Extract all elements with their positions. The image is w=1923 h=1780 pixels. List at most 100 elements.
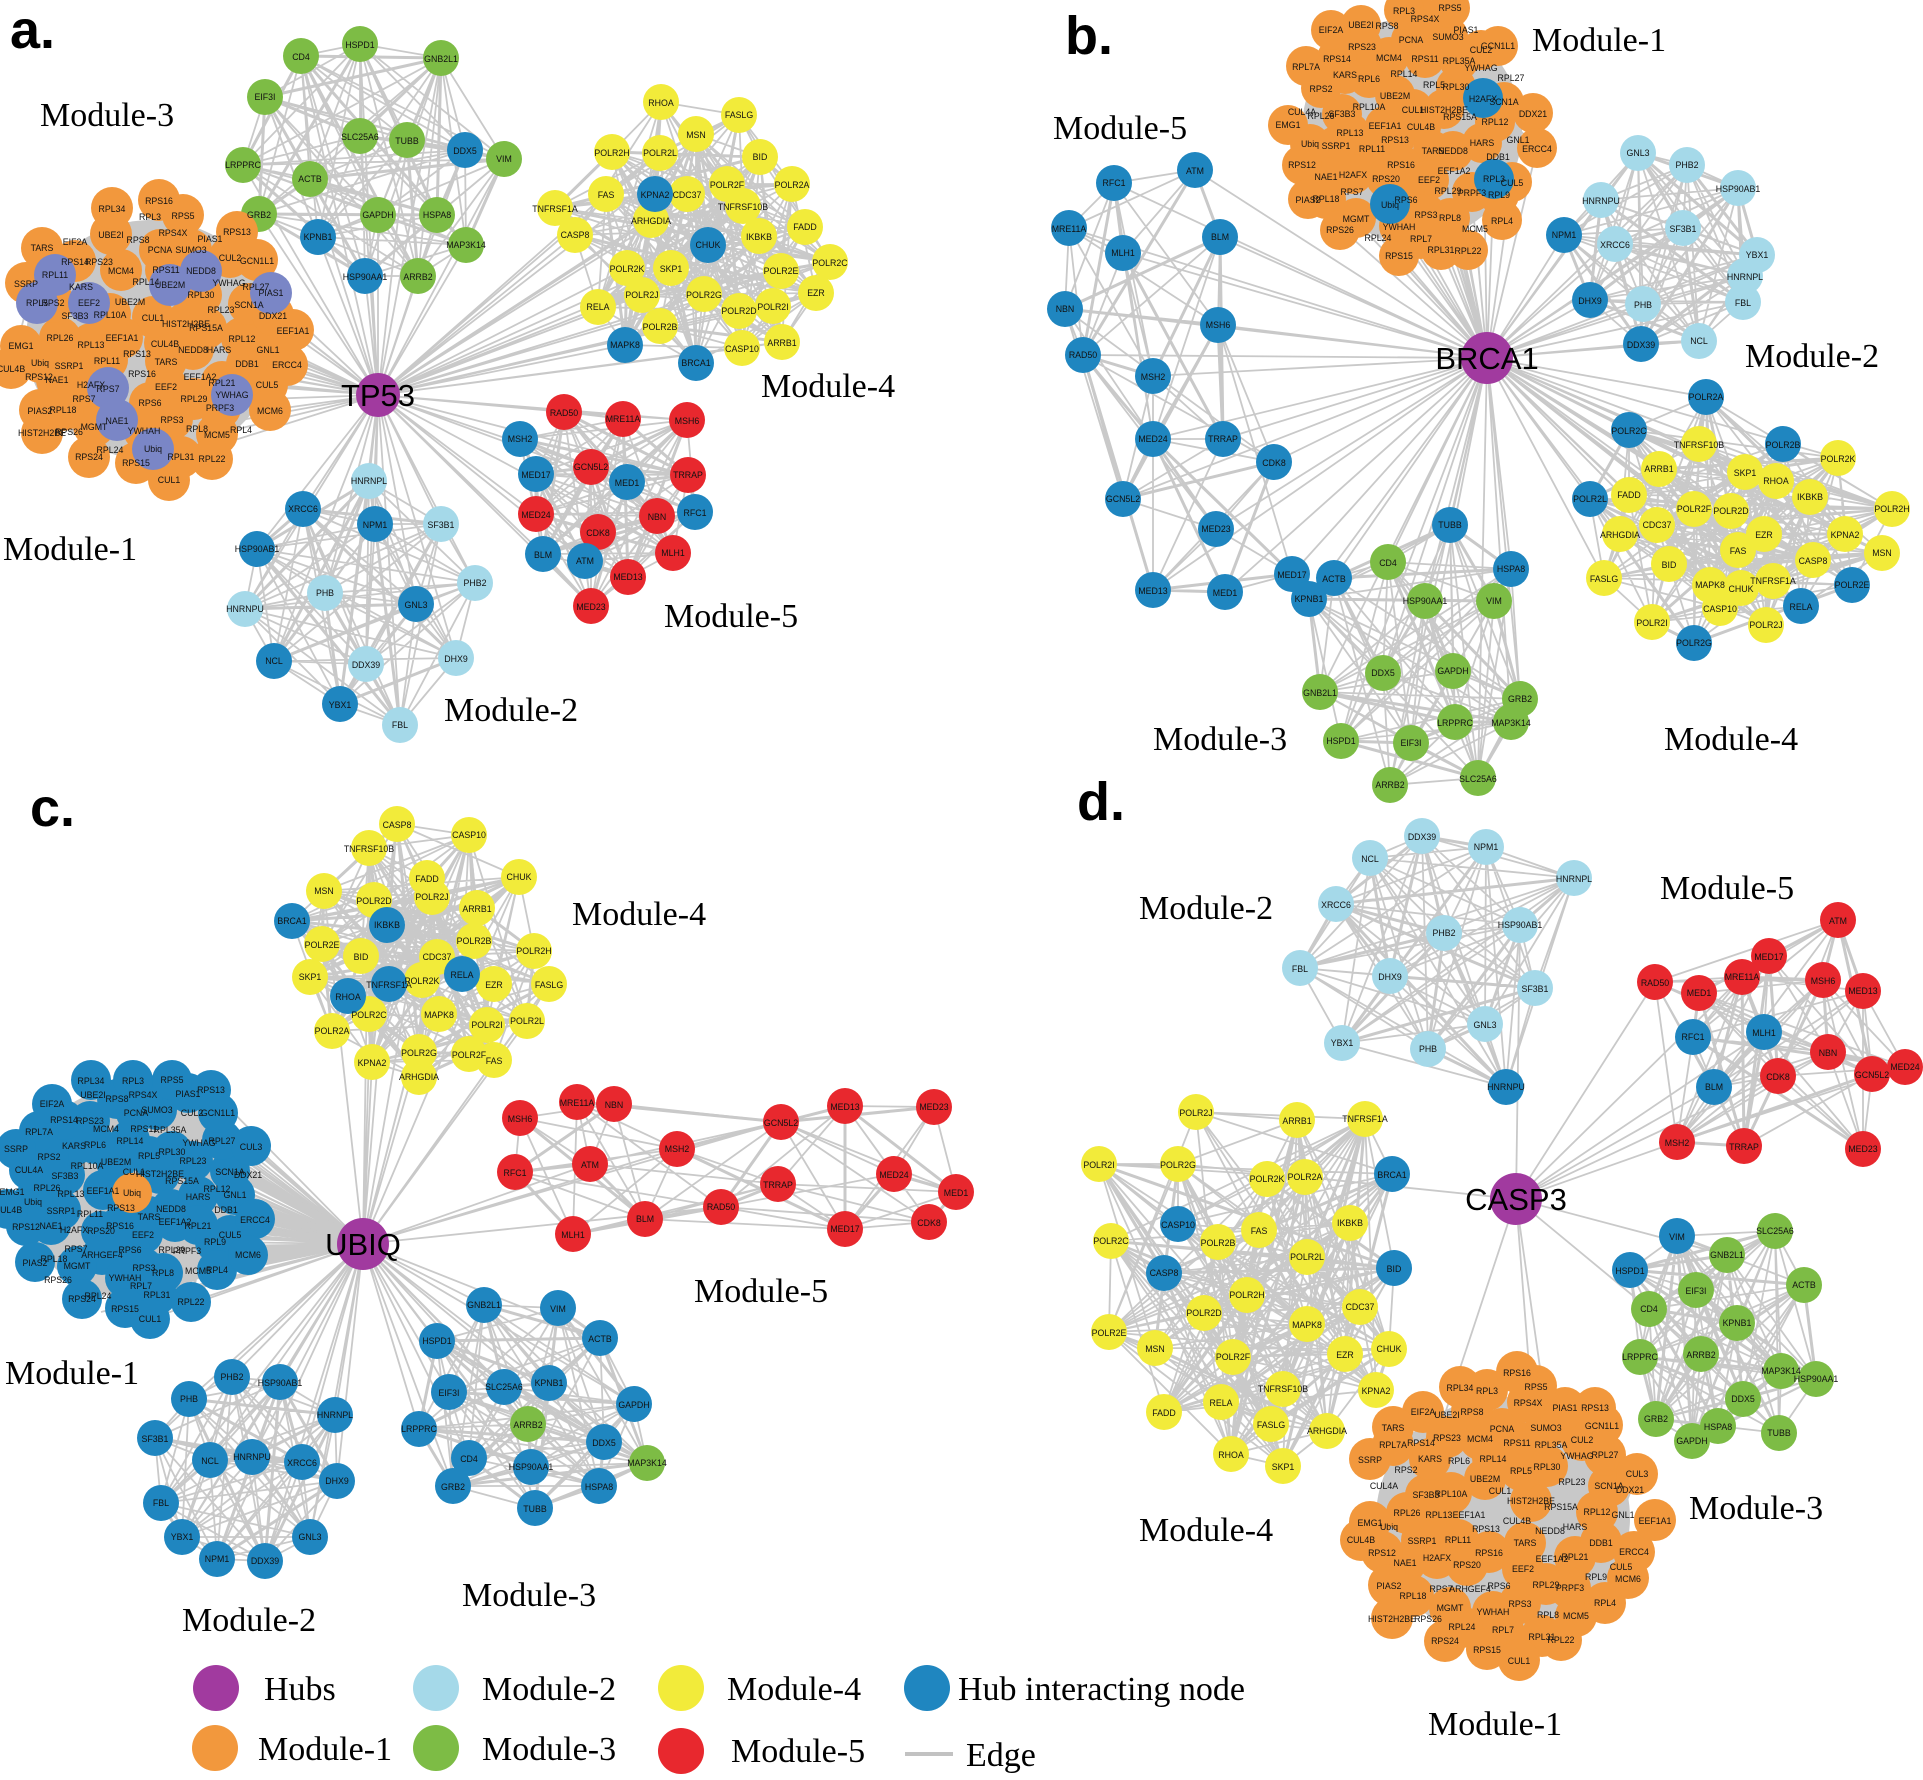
svg-text:FADD: FADD (793, 222, 816, 232)
svg-text:PHB: PHB (1634, 300, 1652, 310)
svg-text:HSPA8: HSPA8 (1497, 564, 1525, 574)
svg-text:RPS12: RPS12 (1288, 160, 1316, 170)
svg-text:POLR2J: POLR2J (415, 892, 448, 902)
svg-text:MED17: MED17 (1277, 570, 1306, 580)
svg-text:KPNA2: KPNA2 (641, 190, 670, 200)
svg-text:KPNA2: KPNA2 (358, 1058, 387, 1068)
svg-text:POLR2B: POLR2B (1766, 440, 1801, 450)
svg-text:RAD50: RAD50 (1069, 350, 1097, 360)
svg-text:HIST2H2BE: HIST2H2BE (1368, 1614, 1416, 1624)
svg-text:ARHGDIA: ARHGDIA (399, 1072, 439, 1082)
svg-text:IKBKB: IKBKB (374, 920, 400, 930)
svg-text:RPL30: RPL30 (1534, 1462, 1561, 1472)
svg-text:HSP90AA1: HSP90AA1 (509, 1462, 554, 1472)
svg-text:Edge: Edge (966, 1737, 1036, 1774)
svg-text:FASLG: FASLG (725, 110, 754, 120)
svg-text:DDX39: DDX39 (1408, 832, 1436, 842)
svg-text:GAPDH: GAPDH (1676, 1436, 1707, 1446)
svg-text:POLR2A: POLR2A (315, 1026, 350, 1036)
svg-text:GAPDH: GAPDH (1437, 666, 1468, 676)
svg-text:BID: BID (354, 952, 369, 962)
svg-text:GRB2: GRB2 (1644, 1414, 1668, 1424)
svg-text:EZR: EZR (1336, 1350, 1354, 1360)
svg-text:RELA: RELA (587, 302, 610, 312)
svg-text:EIF3I: EIF3I (438, 1388, 459, 1398)
svg-text:POLR2I: POLR2I (1636, 618, 1667, 628)
svg-text:MED23: MED23 (1848, 1144, 1877, 1154)
svg-text:RPL5: RPL5 (26, 298, 48, 308)
svg-text:CUL4B: CUL4B (1503, 1516, 1531, 1526)
svg-text:RPS26: RPS26 (1414, 1614, 1442, 1624)
svg-text:Module-5: Module-5 (1660, 870, 1794, 907)
svg-text:CHUK: CHUK (696, 240, 721, 250)
svg-text:RPL12: RPL12 (1482, 117, 1509, 127)
svg-text:Hub interacting node: Hub interacting node (958, 1671, 1245, 1708)
svg-text:POLR2L: POLR2L (1290, 1252, 1324, 1262)
svg-text:RPS6: RPS6 (1488, 1581, 1511, 1591)
svg-text:NPM1: NPM1 (1474, 842, 1499, 852)
svg-text:CUL3: CUL3 (240, 1142, 263, 1152)
svg-text:UBE2M: UBE2M (155, 280, 185, 290)
svg-text:HSP90AB1: HSP90AB1 (235, 544, 280, 554)
svg-text:RFC1: RFC1 (1103, 178, 1126, 188)
svg-text:FASLG: FASLG (1590, 574, 1619, 584)
svg-text:HSPD1: HSPD1 (422, 1336, 451, 1346)
svg-text:EMG1: EMG1 (1358, 1518, 1383, 1528)
svg-text:RPL3: RPL3 (1393, 6, 1415, 16)
svg-text:Module-1: Module-1 (1532, 22, 1666, 59)
svg-text:CUL1: CUL1 (123, 1167, 146, 1177)
svg-text:MCM5: MCM5 (1462, 224, 1488, 234)
svg-text:Ubiq: Ubiq (1301, 139, 1319, 149)
svg-text:HNRNPU: HNRNPU (226, 604, 264, 614)
svg-text:DHX9: DHX9 (1578, 296, 1602, 306)
svg-text:ARRB1: ARRB1 (1644, 464, 1673, 474)
svg-text:POLR2J: POLR2J (625, 290, 658, 300)
svg-text:RPS26: RPS26 (55, 427, 83, 437)
svg-text:POLR2K: POLR2K (1250, 1174, 1285, 1184)
svg-text:RPL22: RPL22 (1548, 1635, 1575, 1645)
svg-text:RPL18: RPL18 (1400, 1591, 1427, 1601)
svg-text:EIF2A: EIF2A (1319, 25, 1344, 35)
svg-text:MCM6: MCM6 (257, 406, 283, 416)
svg-text:CUL2: CUL2 (219, 253, 242, 263)
svg-text:RPS8: RPS8 (1376, 21, 1399, 31)
svg-text:RPL7A: RPL7A (1379, 1440, 1407, 1450)
svg-text:ARRB2: ARRB2 (403, 272, 432, 282)
svg-text:MED23: MED23 (576, 602, 605, 612)
svg-text:SSRP: SSRP (14, 279, 38, 289)
svg-text:POLR2G: POLR2G (686, 290, 722, 300)
svg-text:HSPA8: HSPA8 (1704, 1422, 1732, 1432)
svg-text:HIST2H2BE: HIST2H2BE (18, 428, 66, 438)
svg-text:NBN: NBN (605, 1100, 624, 1110)
svg-text:CASP10: CASP10 (452, 830, 486, 840)
svg-text:RPS12: RPS12 (1368, 1548, 1396, 1558)
svg-text:ERCC4: ERCC4 (1619, 1547, 1649, 1557)
svg-text:KPNB1: KPNB1 (1295, 594, 1324, 604)
svg-text:EEF2: EEF2 (155, 382, 177, 392)
svg-text:POLR2C: POLR2C (351, 1010, 387, 1020)
svg-text:RPS8: RPS8 (1461, 1407, 1484, 1417)
svg-text:RPS13: RPS13 (123, 349, 151, 359)
svg-text:RPL24: RPL24 (1365, 233, 1392, 243)
svg-text:MED13: MED13 (1138, 586, 1167, 596)
svg-text:Module-4: Module-4 (727, 1671, 861, 1708)
svg-text:EMG1: EMG1 (1276, 120, 1301, 130)
svg-text:HNRNPU: HNRNPU (1582, 196, 1620, 206)
svg-text:Module-2: Module-2 (1139, 890, 1273, 927)
svg-text:SKP1: SKP1 (1272, 1462, 1295, 1472)
svg-text:RPS2: RPS2 (38, 1152, 61, 1162)
svg-text:HSPA8: HSPA8 (585, 1482, 613, 1492)
svg-text:SUMO3: SUMO3 (141, 1105, 172, 1115)
svg-text:TRRAP: TRRAP (673, 470, 703, 480)
svg-text:RPL29: RPL29 (159, 1245, 186, 1255)
svg-text:POLR2A: POLR2A (775, 180, 810, 190)
svg-text:POLR2B: POLR2B (643, 322, 678, 332)
svg-text:RPL26: RPL26 (1394, 1508, 1421, 1518)
svg-text:KPNB1: KPNB1 (1723, 1318, 1752, 1328)
svg-text:POLR2L: POLR2L (510, 1016, 544, 1026)
svg-text:POLR2F: POLR2F (1677, 504, 1712, 514)
svg-text:PHB2: PHB2 (221, 1372, 244, 1382)
svg-text:SSRP1: SSRP1 (1322, 141, 1351, 151)
svg-text:RPS16: RPS16 (1387, 160, 1415, 170)
svg-text:GNL3: GNL3 (1627, 148, 1650, 158)
